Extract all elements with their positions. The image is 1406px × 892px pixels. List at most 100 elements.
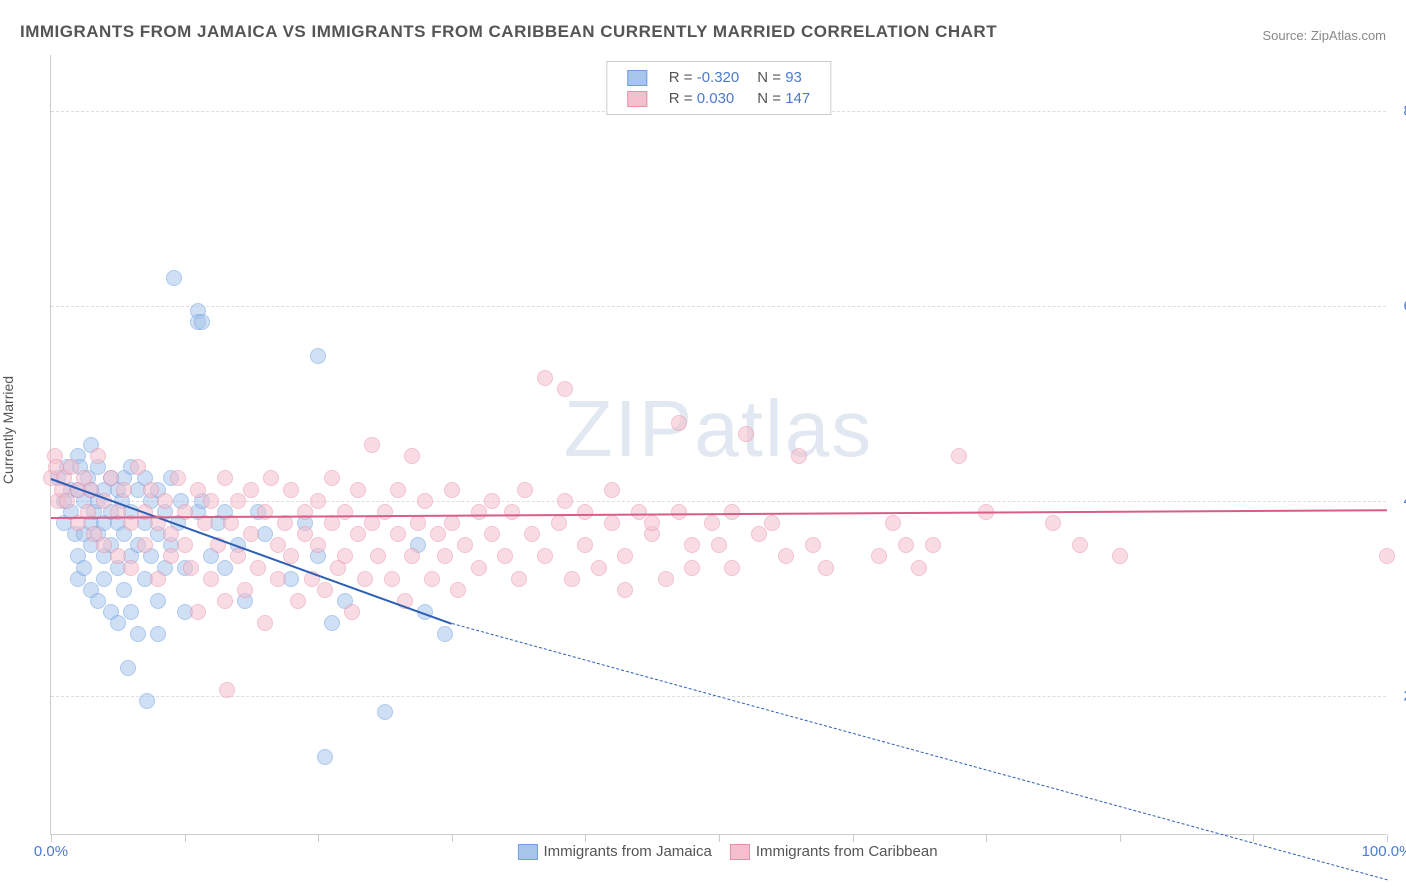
data-point xyxy=(364,437,380,453)
x-tick xyxy=(452,834,453,842)
data-point xyxy=(297,526,313,542)
x-tick xyxy=(1120,834,1121,842)
data-point xyxy=(123,560,139,576)
gridline-h xyxy=(51,306,1386,307)
data-point xyxy=(377,504,393,520)
data-point xyxy=(370,548,386,564)
data-point xyxy=(357,571,373,587)
data-point xyxy=(791,448,807,464)
data-point xyxy=(644,515,660,531)
data-point xyxy=(951,448,967,464)
x-tick xyxy=(719,834,720,842)
chart-area: ZIPatlas 27.5%45.0%62.5%80.0%0.0%100.0%R… xyxy=(50,55,1386,835)
data-point xyxy=(577,537,593,553)
data-point xyxy=(444,515,460,531)
data-point xyxy=(143,482,159,498)
correlation-legend: R = -0.320N = 93R = 0.030N = 147 xyxy=(606,61,831,115)
data-point xyxy=(504,504,520,520)
data-point xyxy=(484,526,500,542)
data-point xyxy=(437,548,453,564)
data-point xyxy=(517,482,533,498)
data-point xyxy=(671,504,687,520)
data-point xyxy=(617,548,633,564)
data-point xyxy=(457,537,473,553)
data-point xyxy=(898,537,914,553)
data-point xyxy=(484,493,500,509)
data-point xyxy=(617,582,633,598)
data-point xyxy=(157,493,173,509)
data-point xyxy=(658,571,674,587)
data-point xyxy=(805,537,821,553)
data-point xyxy=(604,482,620,498)
data-point xyxy=(290,593,306,609)
data-point xyxy=(116,582,132,598)
watermark: ZIPatlas xyxy=(564,383,873,475)
data-point xyxy=(324,615,340,631)
x-tick xyxy=(185,834,186,842)
x-tick xyxy=(986,834,987,842)
data-point xyxy=(263,470,279,486)
chart-title: IMMIGRANTS FROM JAMAICA VS IMMIGRANTS FR… xyxy=(20,22,997,42)
series-legend: Immigrants from JamaicaImmigrants from C… xyxy=(499,843,937,860)
data-point xyxy=(557,381,573,397)
data-point xyxy=(317,749,333,765)
data-point xyxy=(738,426,754,442)
data-point xyxy=(337,504,353,520)
data-point xyxy=(424,571,440,587)
data-point xyxy=(1072,537,1088,553)
data-point xyxy=(237,582,253,598)
y-tick-label: 45.0% xyxy=(1391,492,1406,509)
data-point xyxy=(704,515,720,531)
data-point xyxy=(430,526,446,542)
data-point xyxy=(190,604,206,620)
data-point xyxy=(163,526,179,542)
data-point xyxy=(925,537,941,553)
data-point xyxy=(751,526,767,542)
data-point xyxy=(110,615,126,631)
data-point xyxy=(497,548,513,564)
data-point xyxy=(511,571,527,587)
data-point xyxy=(524,526,540,542)
data-point xyxy=(684,537,700,553)
data-point xyxy=(250,560,266,576)
data-point xyxy=(230,493,246,509)
data-point xyxy=(344,604,360,620)
data-point xyxy=(417,493,433,509)
data-point xyxy=(150,626,166,642)
y-tick-label: 62.5% xyxy=(1391,297,1406,314)
data-point xyxy=(270,571,286,587)
data-point xyxy=(177,537,193,553)
data-point xyxy=(230,548,246,564)
data-point xyxy=(1379,548,1395,564)
data-point xyxy=(390,482,406,498)
data-point xyxy=(537,548,553,564)
trend-line-dashed xyxy=(452,623,1387,880)
data-point xyxy=(724,504,740,520)
data-point xyxy=(310,493,326,509)
data-point xyxy=(116,482,132,498)
data-point xyxy=(377,704,393,720)
data-point xyxy=(724,560,740,576)
data-point xyxy=(203,493,219,509)
data-point xyxy=(778,548,794,564)
data-point xyxy=(150,593,166,609)
data-point xyxy=(139,693,155,709)
y-axis-label: Currently Married xyxy=(0,376,16,484)
data-point xyxy=(384,571,400,587)
x-tick xyxy=(51,834,52,842)
data-point xyxy=(818,560,834,576)
data-point xyxy=(103,470,119,486)
data-point xyxy=(350,482,366,498)
data-point xyxy=(90,448,106,464)
data-point xyxy=(364,515,380,531)
data-point xyxy=(764,515,780,531)
data-point xyxy=(123,604,139,620)
data-point xyxy=(537,370,553,386)
data-point xyxy=(283,482,299,498)
data-point xyxy=(163,548,179,564)
data-point xyxy=(337,548,353,564)
x-tick xyxy=(585,834,586,842)
data-point xyxy=(90,593,106,609)
data-point xyxy=(557,493,573,509)
data-point xyxy=(437,626,453,642)
